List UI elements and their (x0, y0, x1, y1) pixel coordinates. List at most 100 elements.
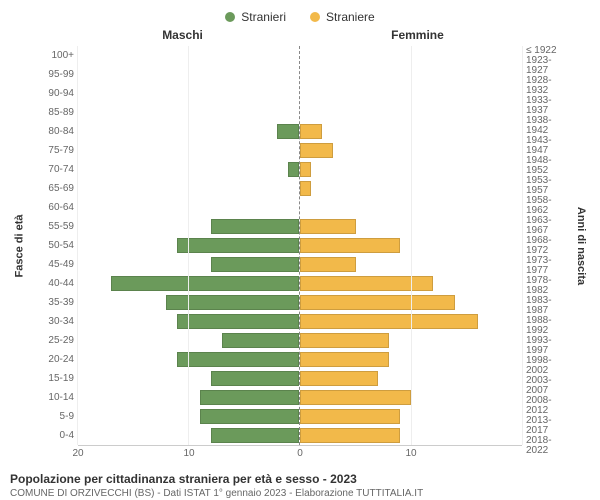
y-tick-left: 30-34 (28, 317, 78, 327)
y-tick-right: 2003-2007 (522, 376, 572, 396)
y-tick-right: 1958-1962 (522, 196, 572, 216)
y-tick-left: 15-19 (28, 374, 78, 384)
bar-female (300, 238, 400, 253)
x-tick: 0 (297, 448, 303, 459)
x-tick: 10 (405, 448, 416, 459)
bar-row-male (78, 84, 299, 103)
bar-female (300, 409, 400, 424)
gridline (522, 46, 523, 445)
legend-swatch-male (225, 12, 235, 22)
y-tick-left: 95-99 (28, 70, 78, 80)
legend-label-male: Stranieri (241, 10, 286, 24)
bar-row-male (78, 255, 299, 274)
chart-container: Stranieri Straniere Maschi Femmine Fasce… (0, 0, 600, 500)
y-tick-left: 70-74 (28, 165, 78, 175)
bar-male (211, 428, 299, 443)
bar-female (300, 295, 455, 310)
gridline (77, 46, 78, 445)
bar-row-male (78, 141, 299, 160)
plot-right (300, 46, 522, 445)
bar-female (300, 371, 378, 386)
bar-row-male (78, 407, 299, 426)
y-tick-left: 25-29 (28, 336, 78, 346)
y-tick-left: 45-49 (28, 260, 78, 270)
bar-row-male (78, 217, 299, 236)
y-tick-left: 90-94 (28, 89, 78, 99)
bar-row-male (78, 274, 299, 293)
legend-label-female: Straniere (326, 10, 375, 24)
bar-male (177, 352, 299, 367)
bar-row-male (78, 46, 299, 65)
plot-left (78, 46, 300, 445)
bar-row-male (78, 293, 299, 312)
bar-row-male (78, 331, 299, 350)
y-axis-left-label: Fasce di età (10, 46, 28, 446)
bar-male (211, 371, 299, 386)
y-tick-right: 1968-1972 (522, 236, 572, 256)
bar-female (300, 162, 311, 177)
gridline (411, 46, 412, 445)
bar-row-male (78, 160, 299, 179)
bar-female (300, 314, 478, 329)
bar-male (177, 314, 299, 329)
chart-subtitle: COMUNE DI ORZIVECCHI (BS) - Dati ISTAT 1… (10, 488, 590, 499)
bar-row-male (78, 426, 299, 445)
bar-male (166, 295, 299, 310)
bar-male (277, 124, 299, 139)
y-tick-left: 80-84 (28, 127, 78, 137)
y-tick-left: 65-69 (28, 184, 78, 194)
bar-row-male (78, 369, 299, 388)
legend: Stranieri Straniere (10, 10, 590, 24)
legend-male: Stranieri (225, 10, 286, 24)
legend-swatch-female (310, 12, 320, 22)
bar-female (300, 219, 356, 234)
plot-area (78, 46, 522, 446)
y-tick-left: 40-44 (28, 279, 78, 289)
bar-male (211, 257, 299, 272)
footer: Popolazione per cittadinanza straniera p… (10, 472, 590, 499)
column-headers: Maschi Femmine (10, 28, 590, 46)
bar-female (300, 276, 433, 291)
bar-row-male (78, 350, 299, 369)
y-axis-left-ticks: 100+95-9990-9485-8980-8475-7970-7465-696… (28, 46, 78, 446)
bar-female (300, 390, 411, 405)
chart-area: Fasce di età 100+95-9990-9485-8980-8475-… (10, 46, 590, 446)
gridline (188, 46, 189, 445)
bar-row-male (78, 65, 299, 84)
y-tick-right: 1953-1957 (522, 176, 572, 196)
y-tick-right: 1938-1942 (522, 116, 572, 136)
y-tick-left: 50-54 (28, 241, 78, 251)
bar-row-male (78, 388, 299, 407)
x-tick: 20 (72, 448, 83, 459)
y-tick-right: 2008-2012 (522, 396, 572, 416)
y-tick-right: 1933-1937 (522, 96, 572, 116)
chart-title: Popolazione per cittadinanza straniera p… (10, 472, 590, 486)
bar-row-male (78, 312, 299, 331)
bar-row-male (78, 179, 299, 198)
y-tick-left: 75-79 (28, 146, 78, 156)
y-tick-right: 1963-1967 (522, 216, 572, 236)
y-axis-right-label: Anni di nascita (572, 46, 590, 446)
y-tick-left: 0-4 (28, 431, 78, 441)
header-male: Maschi (65, 28, 300, 46)
bar-female (300, 143, 333, 158)
header-female: Femmine (300, 28, 535, 46)
x-axis: 20 10 0 10 (10, 446, 590, 464)
y-tick-right: 1973-1977 (522, 256, 572, 276)
y-tick-left: 100+ (28, 51, 78, 61)
y-tick-right: 1988-1992 (522, 316, 572, 336)
y-tick-right: 2013-2017 (522, 416, 572, 436)
bar-female (300, 124, 322, 139)
x-tick: 10 (183, 448, 194, 459)
bar-male (211, 219, 299, 234)
bar-male (222, 333, 299, 348)
y-tick-right: 1928-1932 (522, 76, 572, 96)
legend-female: Straniere (310, 10, 375, 24)
bar-male (200, 409, 299, 424)
y-tick-left: 10-14 (28, 393, 78, 403)
bar-female (300, 352, 389, 367)
y-tick-left: 20-24 (28, 355, 78, 365)
bar-female (300, 181, 311, 196)
y-tick-right: 1978-1982 (522, 276, 572, 296)
bar-female (300, 257, 356, 272)
